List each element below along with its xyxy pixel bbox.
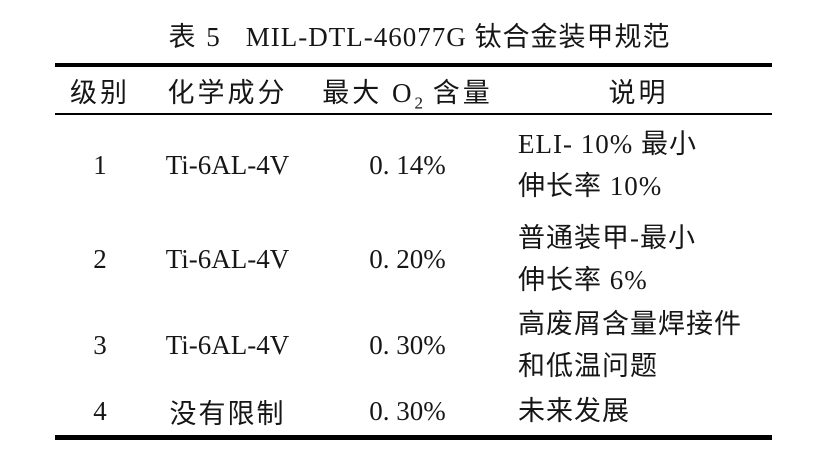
table-header-row: 级别 化学成分 最大 O2 含量 说明	[55, 67, 772, 113]
table-row-grade-2: 2 Ti-6AL-4V 0. 20% 普通装甲-最小 伸长率 6%	[55, 215, 772, 303]
table-caption-title: MIL-DTL-46077G 钛合金装甲规范	[245, 22, 671, 52]
table-top-rule	[55, 63, 772, 67]
header-separator-rule	[55, 113, 772, 115]
max-o2-header-text: 最大 O	[322, 77, 415, 108]
table-caption-number: 表 5	[168, 22, 222, 52]
description-line: ELI- 10% 最小	[518, 129, 697, 159]
description-line: 和低温问题	[518, 351, 658, 381]
cell-description: 未来发展	[505, 390, 772, 432]
description-line: 高废屑含量焊接件	[518, 309, 742, 339]
table-row-grade-4: 4 没有限制 0. 30% 未来发展	[55, 387, 772, 435]
column-header-grade: 级别	[70, 77, 130, 108]
cell-composition: Ti-6AL-4V	[165, 149, 290, 180]
table-bottom-rule	[55, 435, 772, 440]
cell-grade: 1	[93, 149, 107, 180]
cell-composition: Ti-6AL-4V	[165, 329, 290, 360]
cell-composition: 没有限制	[169, 398, 286, 429]
armor-spec-table: 级别 化学成分 最大 O2 含量 说明 1 Ti-6AL-4V 0. 14% E…	[55, 63, 772, 440]
cell-description: ELI- 10% 最小 伸长率 10%	[505, 123, 772, 207]
cell-max-o2: 0. 14%	[369, 149, 446, 180]
column-header-description: 说明	[608, 77, 669, 108]
cell-grade: 3	[93, 329, 107, 360]
o2-subscript: 2	[414, 92, 424, 112]
max-o2-header-suffix: 含量	[423, 77, 493, 108]
column-header-composition: 化学成分	[167, 77, 288, 108]
cell-grade: 2	[93, 243, 107, 274]
column-header-max-o2: 最大 O2 含量	[310, 71, 505, 112]
cell-grade: 4	[93, 395, 107, 426]
description-line: 伸长率 10%	[518, 171, 663, 201]
cell-composition: Ti-6AL-4V	[165, 243, 290, 274]
cell-max-o2: 0. 20%	[369, 243, 446, 274]
cell-description: 普通装甲-最小 伸长率 6%	[505, 217, 772, 301]
table-caption: 表 5 MIL-DTL-46077G 钛合金装甲规范	[0, 15, 839, 54]
description-line: 普通装甲-最小	[518, 223, 696, 253]
description-line: 未来发展	[518, 396, 630, 426]
description-line: 伸长率 6%	[518, 265, 648, 295]
table-row-grade-3: 3 Ti-6AL-4V 0. 30% 高废屑含量焊接件 和低温问题	[55, 303, 772, 387]
cell-max-o2: 0. 30%	[369, 329, 446, 360]
table-row-grade-1: 1 Ti-6AL-4V 0. 14% ELI- 10% 最小 伸长率 10%	[55, 115, 772, 215]
cell-max-o2: 0. 30%	[369, 395, 446, 426]
cell-description: 高废屑含量焊接件 和低温问题	[505, 303, 772, 387]
